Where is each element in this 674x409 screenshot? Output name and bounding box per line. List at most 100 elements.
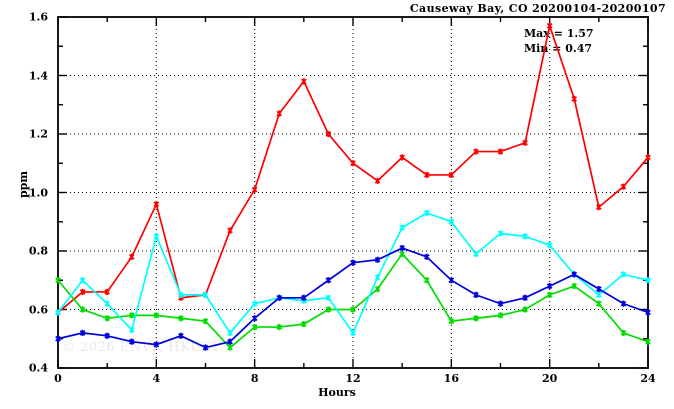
data-point: [522, 306, 528, 313]
data-point: [55, 335, 61, 342]
data-point: [374, 285, 381, 293]
data-point: [399, 154, 405, 161]
data-point: [202, 291, 209, 298]
data-point: [251, 300, 258, 307]
data-point: [153, 201, 160, 208]
data-point: [596, 285, 602, 293]
data-point: [104, 300, 110, 307]
data-point: [596, 291, 602, 298]
y-tick-label: 1.4: [28, 69, 48, 82]
data-point: [497, 300, 504, 307]
data-point: [522, 139, 528, 146]
data-point: [55, 277, 61, 284]
data-point: [620, 271, 627, 278]
data-point: [546, 22, 553, 29]
data-point: [571, 283, 578, 290]
data-point: [128, 253, 135, 260]
data-point: [79, 288, 86, 296]
y-tick-label: 0.6: [28, 303, 48, 316]
data-point: [448, 171, 455, 179]
data-point: [423, 277, 430, 284]
data-point: [104, 315, 110, 322]
y-tick-label: 0.8: [28, 244, 48, 258]
data-point: [448, 277, 455, 284]
data-point: [448, 218, 455, 225]
x-tick-label: 20: [542, 372, 558, 385]
x-tick-label: 12: [345, 372, 361, 385]
data-point: [399, 250, 405, 258]
data-point: [522, 233, 528, 240]
data-point: [251, 186, 258, 193]
y-tick-label: 1.2: [28, 127, 48, 141]
data-point: [227, 227, 233, 234]
data-point: [546, 242, 553, 249]
data-point: [620, 329, 627, 336]
x-axis-label: Hours: [318, 386, 356, 399]
data-point: [104, 288, 110, 296]
x-tick-label: 24: [640, 372, 656, 385]
data-point: [350, 329, 356, 336]
data-point: [325, 306, 332, 313]
data-point: [350, 306, 356, 313]
data-point: [645, 309, 651, 316]
max-annotation: Max = 1.57: [524, 27, 594, 40]
data-point: [276, 294, 283, 301]
data-point: [202, 344, 209, 351]
data-point: [374, 274, 381, 281]
data-point: [596, 300, 602, 307]
data-point: [620, 300, 627, 307]
data-point: [497, 230, 504, 237]
data-point: [178, 315, 184, 322]
data-point: [301, 294, 307, 301]
data-point: [473, 148, 479, 155]
data-point: [350, 160, 356, 167]
data-point: [546, 283, 553, 290]
data-point: [55, 309, 61, 316]
data-point: [227, 338, 233, 345]
y-tick-label: 0.4: [28, 361, 48, 375]
x-tick-label: 8: [250, 372, 259, 385]
data-point: [153, 341, 160, 348]
data-point: [399, 224, 405, 231]
data-point: [571, 271, 578, 278]
data-point: [645, 154, 651, 161]
data-point: [128, 312, 135, 319]
data-point: [473, 315, 479, 322]
x-tick-label: 0: [54, 372, 62, 385]
data-point: [178, 332, 184, 339]
data-point: [276, 323, 283, 331]
data-point: [645, 338, 651, 345]
watermark: © 2026 ENVF, HKUST: [62, 340, 220, 355]
y-tick-label: 1.0: [28, 186, 48, 199]
data-point: [325, 277, 332, 284]
data-point: [473, 291, 479, 298]
data-point: [399, 244, 405, 252]
x-tick-label: 4: [152, 372, 161, 385]
data-point: [227, 344, 233, 351]
data-point: [374, 177, 381, 184]
data-point: [497, 312, 504, 319]
data-point: [153, 233, 160, 240]
data-point: [522, 294, 528, 301]
data-point: [448, 318, 455, 325]
data-point: [374, 256, 381, 263]
data-point: [350, 259, 356, 266]
data-point: [276, 110, 283, 117]
data-point: [301, 78, 307, 85]
data-point: [620, 183, 627, 190]
data-point: [497, 148, 504, 155]
data-point: [251, 323, 258, 331]
data-point: [571, 95, 578, 102]
data-point: [325, 294, 332, 301]
data-point: [202, 318, 209, 325]
data-point: [128, 338, 135, 345]
data-point: [128, 326, 135, 334]
data-point: [645, 277, 651, 284]
data-point: [104, 332, 110, 339]
data-point: [423, 171, 430, 179]
data-point: [301, 321, 307, 328]
data-point: [178, 291, 184, 298]
x-tick-label: 16: [443, 372, 459, 385]
